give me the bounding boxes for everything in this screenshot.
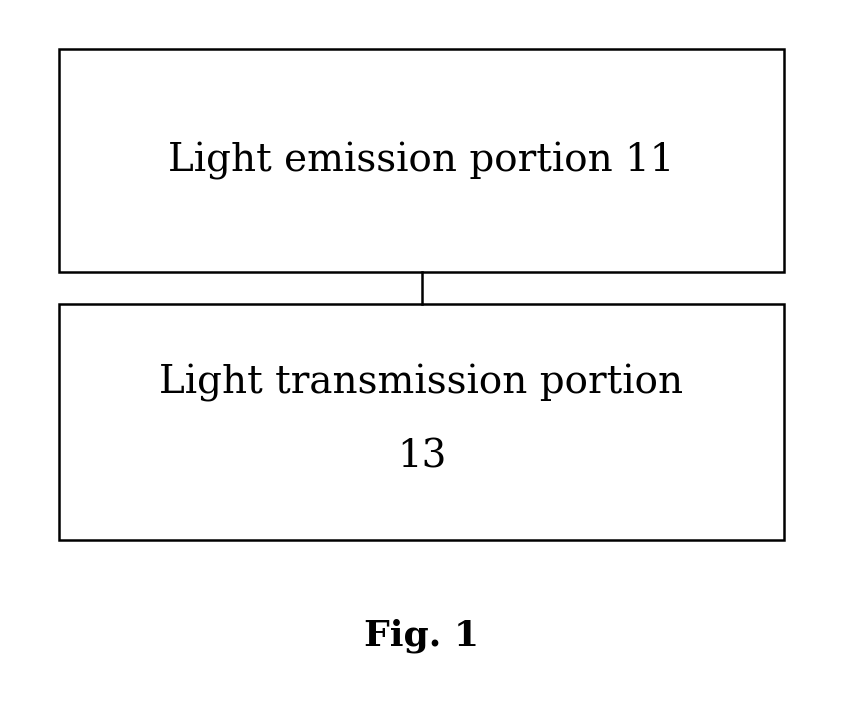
Bar (59, 304, 784, 540)
Text: Light emission portion 11: Light emission portion 11 (169, 142, 674, 179)
Text: 13: 13 (397, 438, 446, 476)
Text: Fig. 1: Fig. 1 (364, 618, 479, 652)
Bar (59, 49, 784, 272)
Text: Light transmission portion: Light transmission portion (159, 364, 684, 402)
